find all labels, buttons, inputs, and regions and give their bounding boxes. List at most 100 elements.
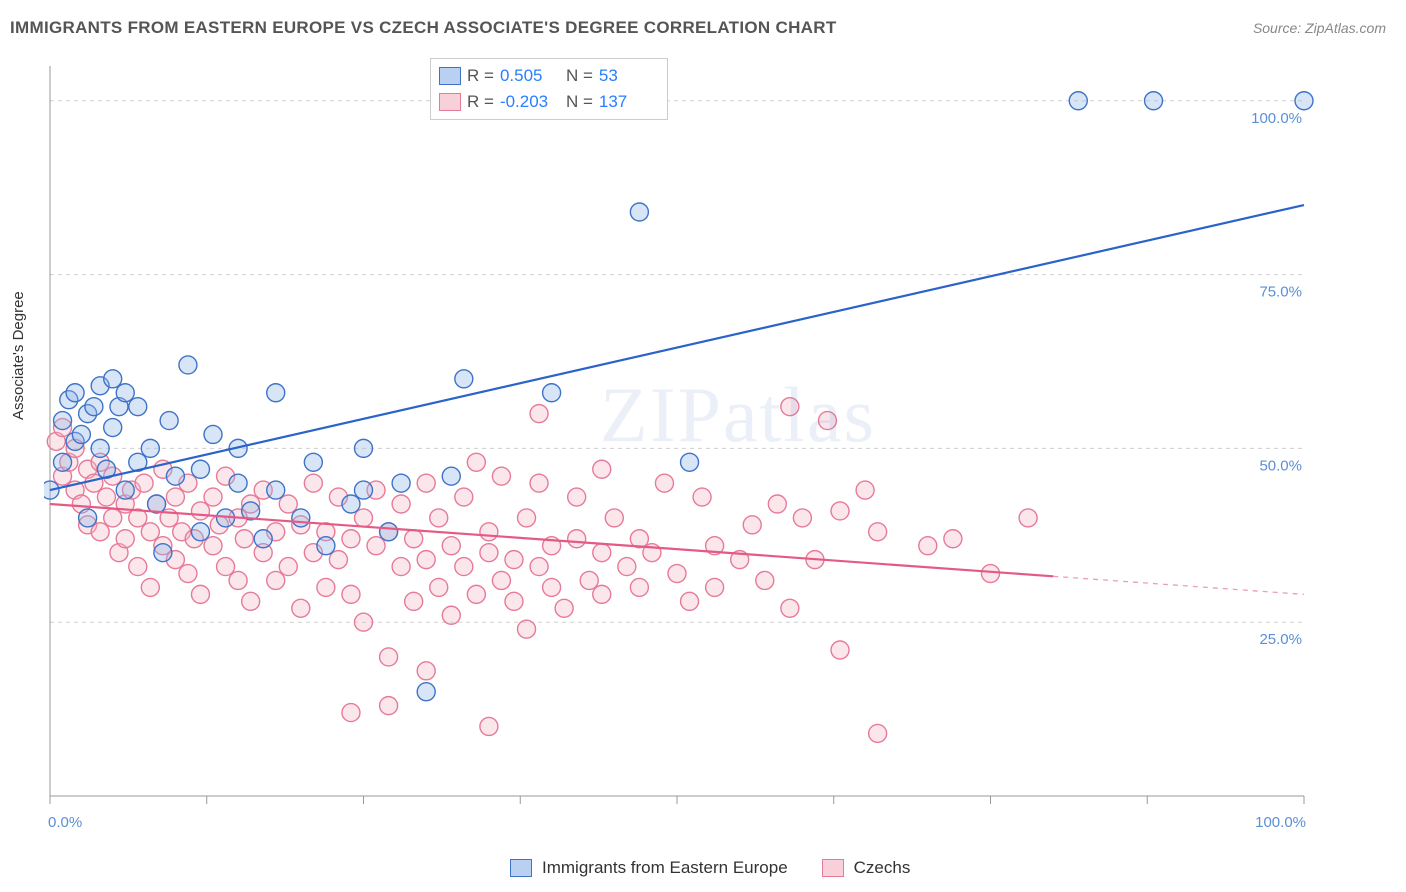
data-point (530, 405, 548, 423)
y-tick-label: 100.0% (1251, 110, 1302, 127)
data-point (72, 425, 90, 443)
data-point (129, 558, 147, 576)
data-point (681, 453, 699, 471)
data-point (342, 585, 360, 603)
data-point (1145, 92, 1163, 110)
data-point (655, 474, 673, 492)
trend-line (50, 205, 1304, 490)
data-point (204, 488, 222, 506)
data-point (317, 578, 335, 596)
data-point (593, 460, 611, 478)
data-point (392, 558, 410, 576)
data-point (179, 356, 197, 374)
data-point (706, 578, 724, 596)
legend-swatch (510, 859, 532, 877)
legend-swatch (439, 93, 461, 111)
data-point (543, 384, 561, 402)
data-point (668, 565, 686, 583)
data-point (605, 509, 623, 527)
chart-header: IMMIGRANTS FROM EASTERN EUROPE VS CZECH … (10, 18, 1386, 38)
data-point (355, 509, 373, 527)
legend-stats: R =0.505N =53R =-0.203N =137 (430, 58, 668, 120)
data-point (831, 502, 849, 520)
data-point (455, 370, 473, 388)
legend-swatch (822, 859, 844, 877)
data-point (191, 523, 209, 541)
data-point (430, 578, 448, 596)
data-point (781, 599, 799, 617)
data-point (492, 467, 510, 485)
data-point (756, 571, 774, 589)
r-value: -0.203 (500, 89, 560, 115)
y-tick-label: 75.0% (1259, 284, 1302, 301)
chart-source: Source: ZipAtlas.com (1253, 20, 1386, 36)
y-tick-label: 50.0% (1259, 457, 1302, 474)
data-point (430, 509, 448, 527)
data-point (66, 384, 84, 402)
data-point (141, 439, 159, 457)
data-point (267, 384, 285, 402)
data-point (116, 481, 134, 499)
data-point (417, 474, 435, 492)
data-point (166, 467, 184, 485)
data-point (568, 488, 586, 506)
data-point (267, 481, 285, 499)
data-point (505, 551, 523, 569)
data-point (355, 613, 373, 631)
data-point (818, 412, 836, 430)
data-point (392, 474, 410, 492)
data-point (342, 530, 360, 548)
x-axis-max-label: 100.0% (1255, 814, 1306, 831)
data-point (229, 474, 247, 492)
data-point (267, 571, 285, 589)
data-point (141, 578, 159, 596)
data-point (317, 537, 335, 555)
data-point (831, 641, 849, 659)
data-point (154, 544, 172, 562)
data-point (141, 523, 159, 541)
data-point (91, 439, 109, 457)
data-point (104, 419, 122, 437)
data-point (681, 592, 699, 610)
data-point (367, 537, 385, 555)
data-point (166, 488, 184, 506)
data-point (85, 398, 103, 416)
data-point (329, 551, 347, 569)
data-point (191, 502, 209, 520)
data-point (856, 481, 874, 499)
data-point (618, 558, 636, 576)
data-point (279, 495, 297, 513)
data-point (530, 474, 548, 492)
data-point (555, 599, 573, 617)
r-label: R = (467, 89, 494, 115)
data-point (380, 523, 398, 541)
data-point (355, 481, 373, 499)
data-point (380, 648, 398, 666)
legend-swatch (439, 67, 461, 85)
data-point (304, 474, 322, 492)
data-point (480, 717, 498, 735)
n-label: N = (566, 89, 593, 115)
data-point (135, 474, 153, 492)
data-point (793, 509, 811, 527)
data-point (104, 509, 122, 527)
data-point (279, 558, 297, 576)
data-point (869, 724, 887, 742)
data-point (593, 585, 611, 603)
data-point (442, 467, 460, 485)
n-label: N = (566, 63, 593, 89)
legend-series-label: Immigrants from Eastern Europe (542, 858, 788, 878)
data-point (518, 509, 536, 527)
data-point (630, 578, 648, 596)
data-point (492, 571, 510, 589)
n-value: 53 (599, 63, 659, 89)
data-point (292, 509, 310, 527)
trend-line-dashed (1053, 576, 1304, 594)
data-point (480, 544, 498, 562)
data-point (85, 474, 103, 492)
data-point (580, 571, 598, 589)
data-point (518, 620, 536, 638)
data-point (869, 523, 887, 541)
data-point (417, 662, 435, 680)
data-point (217, 558, 235, 576)
